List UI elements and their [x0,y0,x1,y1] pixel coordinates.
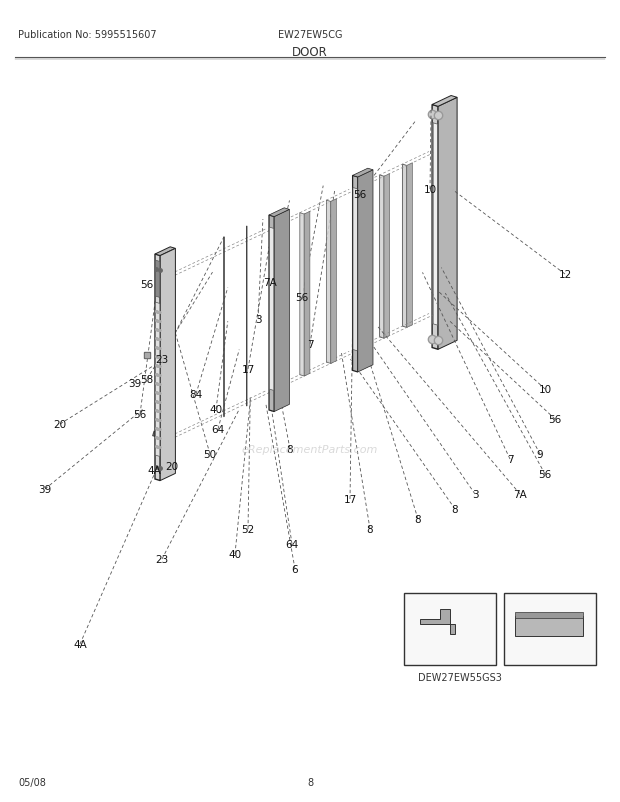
Text: 40: 40 [228,549,242,559]
Polygon shape [326,200,331,364]
Text: 56: 56 [295,293,309,302]
FancyBboxPatch shape [404,593,496,665]
Polygon shape [432,96,457,107]
Polygon shape [331,200,337,364]
Polygon shape [269,209,290,217]
Text: 39: 39 [128,379,142,388]
Text: 8: 8 [415,514,422,525]
Polygon shape [515,616,583,636]
Text: 9: 9 [537,449,543,460]
Polygon shape [353,169,373,178]
Text: 3: 3 [255,314,261,325]
Polygon shape [270,228,274,391]
Text: 56: 56 [133,410,146,419]
Text: 56: 56 [140,280,153,290]
Text: 56: 56 [353,190,366,200]
Text: 41: 41 [543,651,557,661]
Text: 64: 64 [211,424,224,435]
Text: eReplacementParts.com: eReplacementParts.com [242,444,378,455]
Polygon shape [155,302,160,457]
Text: 05/08: 05/08 [18,777,46,787]
Text: 84: 84 [189,390,203,399]
Text: 6: 6 [291,565,298,574]
Polygon shape [155,261,160,298]
Polygon shape [402,165,407,328]
Text: 23: 23 [156,554,169,565]
Polygon shape [155,248,175,257]
Text: 12: 12 [559,269,572,280]
Polygon shape [155,255,160,481]
Polygon shape [433,124,438,326]
Polygon shape [515,612,583,618]
Text: 56: 56 [548,415,562,424]
Polygon shape [438,98,457,350]
Text: 7: 7 [507,455,513,464]
Polygon shape [384,174,390,338]
Text: Publication No: 5995515607: Publication No: 5995515607 [18,30,157,40]
Text: 7: 7 [307,339,313,350]
Text: 20: 20 [53,419,66,429]
Text: 17: 17 [241,365,255,375]
Text: DEW27EW55GS3: DEW27EW55GS3 [418,672,502,683]
Polygon shape [420,610,455,634]
Polygon shape [353,188,357,351]
Text: 3: 3 [472,489,478,500]
Text: 20: 20 [166,462,179,472]
Text: 10: 10 [538,384,552,395]
Polygon shape [269,216,274,412]
Text: DOOR: DOOR [292,46,328,59]
Text: 40: 40 [210,404,223,415]
Text: EW27EW5CG: EW27EW5CG [278,30,342,40]
Text: 7A: 7A [513,489,527,500]
Text: 42: 42 [443,651,456,661]
Polygon shape [379,176,384,338]
Polygon shape [274,210,290,412]
Polygon shape [300,213,304,377]
Text: 4A: 4A [73,639,87,649]
Text: 8: 8 [366,525,373,534]
Text: 8: 8 [307,777,313,787]
Polygon shape [304,212,310,377]
Text: 52: 52 [241,525,255,534]
Text: 7A: 7A [263,277,277,288]
Polygon shape [160,249,175,481]
Text: 17: 17 [343,494,356,504]
Text: 64: 64 [285,539,299,549]
Text: 4A: 4A [148,465,161,475]
Text: 39: 39 [38,484,51,494]
Text: 8: 8 [452,504,458,514]
FancyBboxPatch shape [504,593,596,665]
Text: 58: 58 [140,375,154,384]
Polygon shape [353,176,358,372]
Polygon shape [432,105,438,350]
Text: 50: 50 [203,449,216,460]
Polygon shape [407,164,412,328]
Text: 56: 56 [538,469,552,480]
Text: 10: 10 [423,184,436,195]
Text: 23: 23 [156,354,169,365]
Text: 8: 8 [286,444,293,455]
Polygon shape [358,171,373,372]
